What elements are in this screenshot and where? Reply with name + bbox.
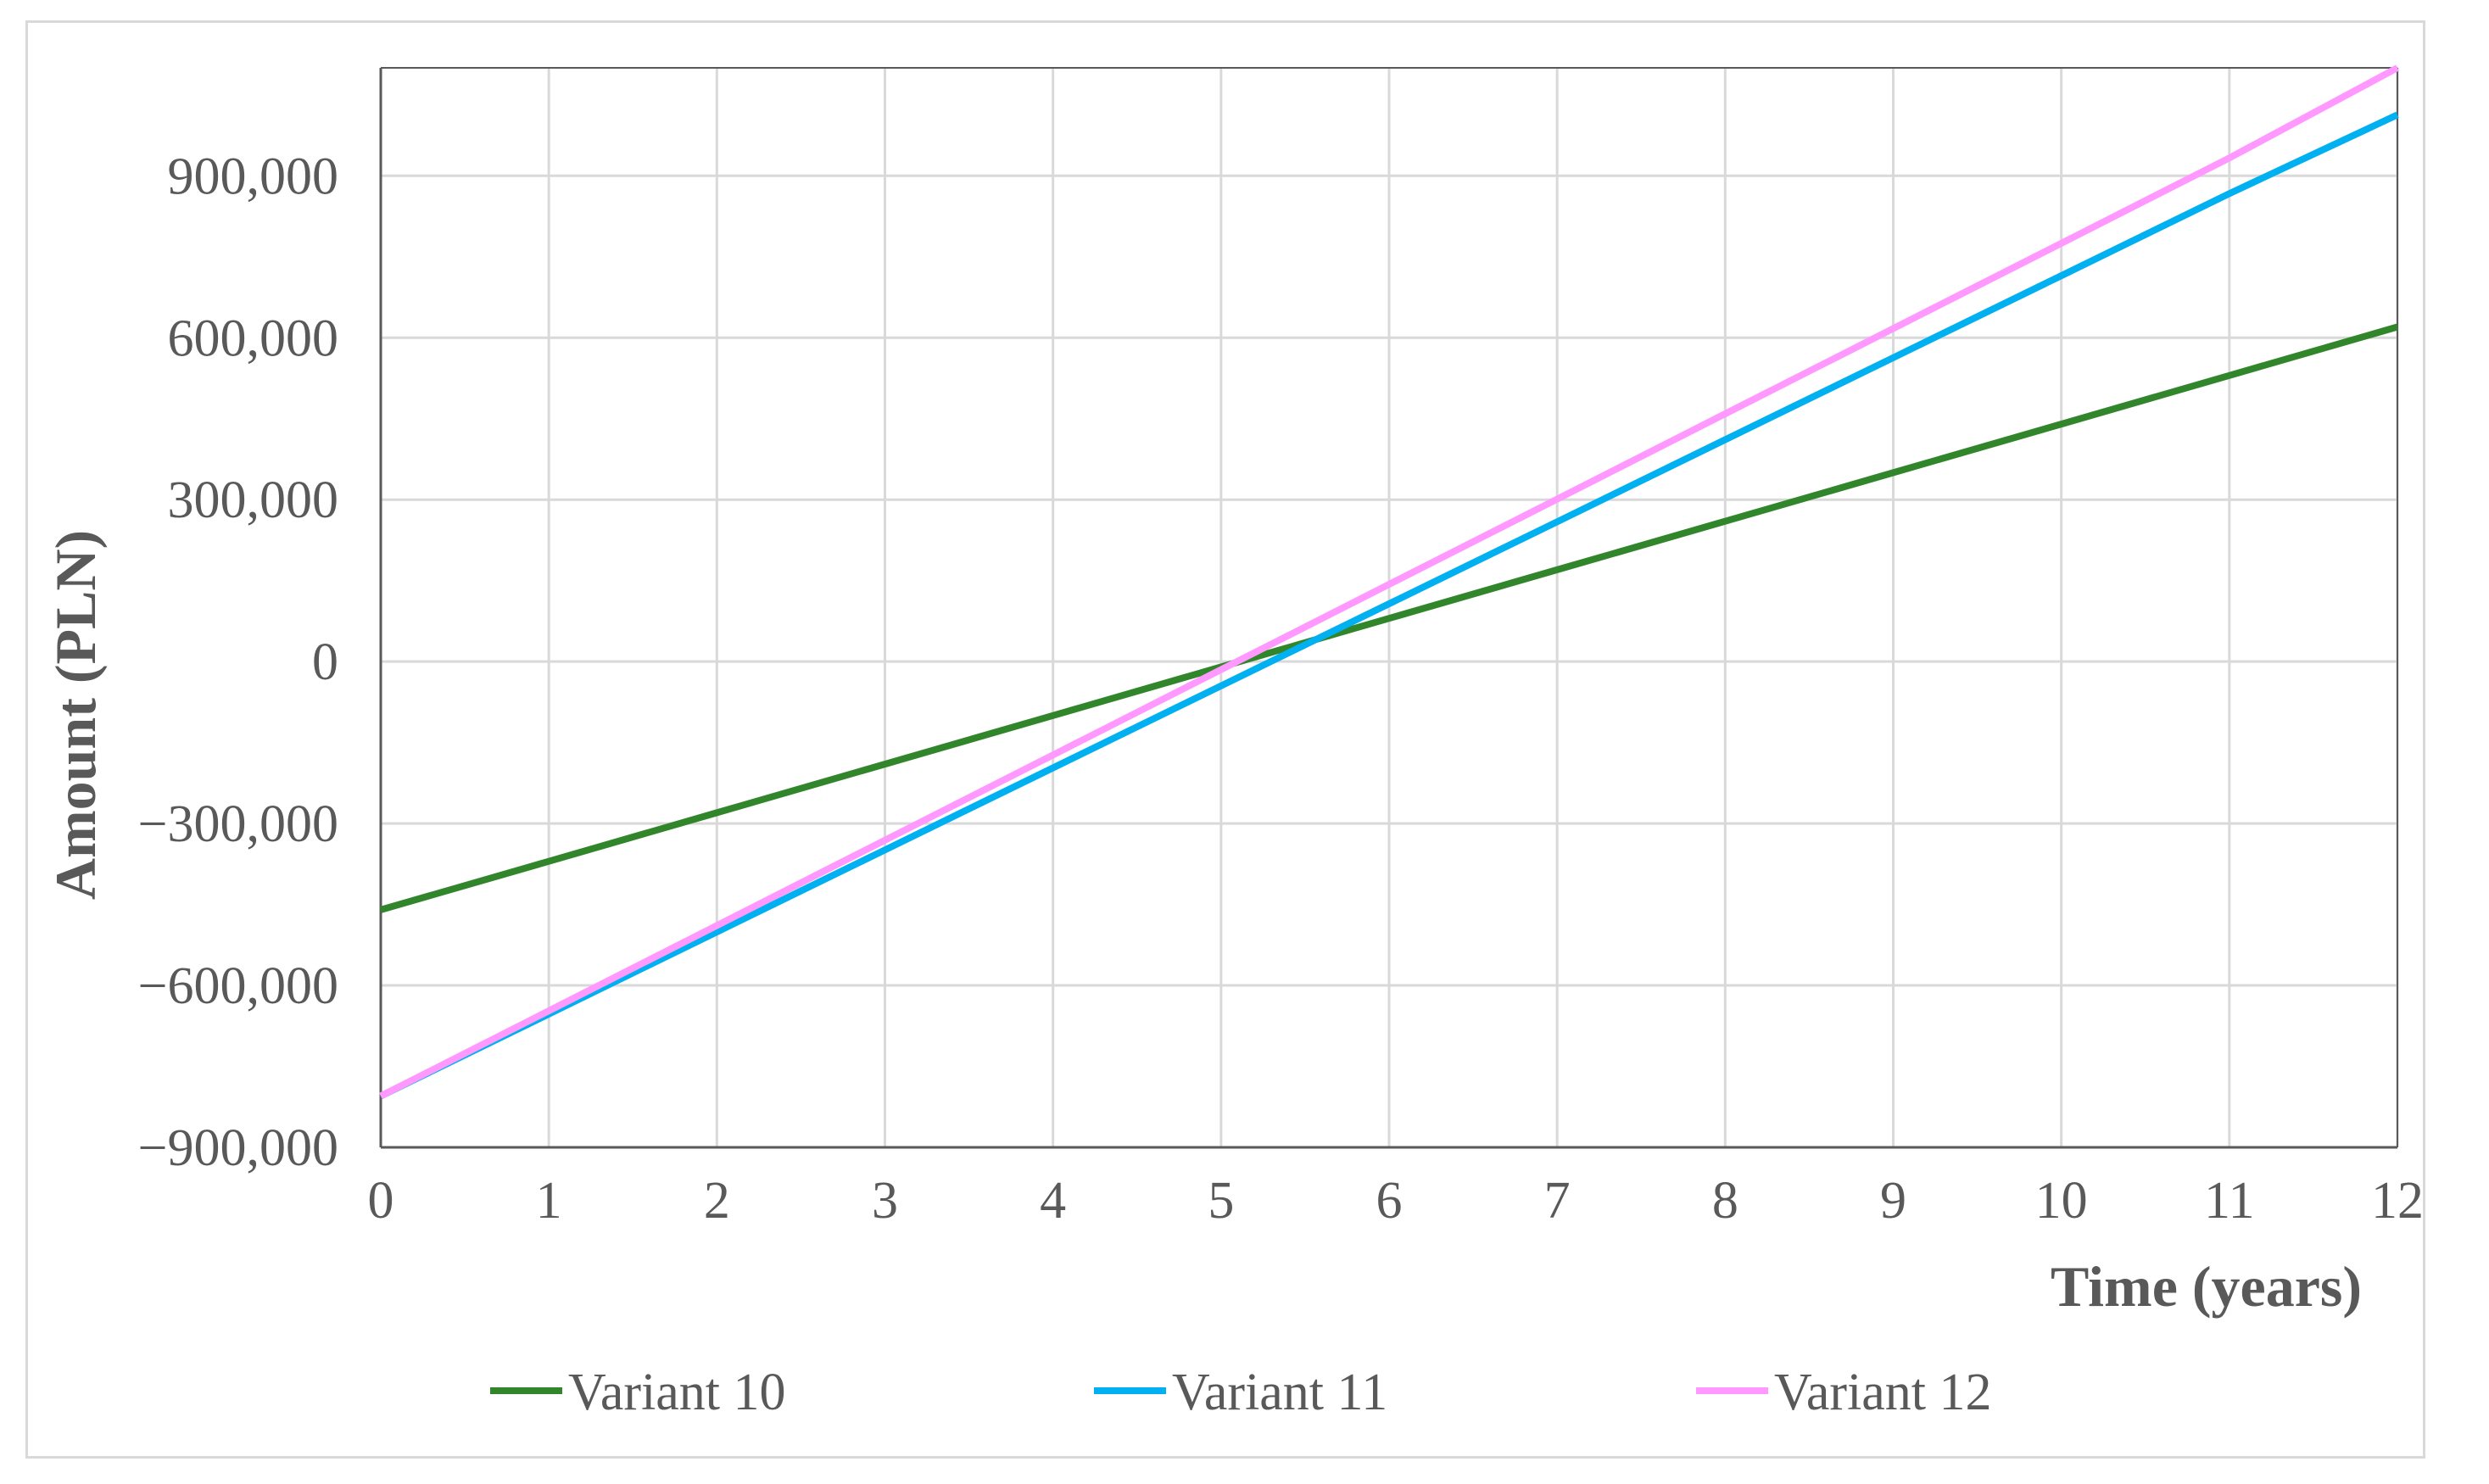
x-tick-label: 4	[1040, 1172, 1066, 1230]
x-tick-label: 5	[1208, 1172, 1234, 1230]
legend: Variant 10 Variant 11 Variant 12	[490, 1364, 1992, 1421]
x-tick-label: 9	[1880, 1172, 1906, 1230]
y-tick-label: 600,000	[168, 310, 339, 367]
x-tick-label: 3	[872, 1172, 898, 1230]
x-axis-title: Time (years)	[2051, 1254, 2362, 1319]
x-tick-label: 12	[2371, 1172, 2424, 1230]
legend-label: Variant 10	[568, 1364, 786, 1421]
x-tick-label: 8	[1712, 1172, 1738, 1230]
y-tick-label: 0	[312, 633, 338, 691]
y-tick-label: 900,000	[168, 148, 339, 205]
y-tick-label: −600,000	[138, 957, 338, 1015]
x-axis-ticks: 0 1 2 3 4 5 6 7 8 9 10 11 12	[368, 1172, 2425, 1230]
y-axis-ticks: −900,000 −600,000 −300,000 0 300,000 600,000 9…	[138, 148, 338, 1177]
legend-label: Variant 11	[1172, 1364, 1387, 1421]
series-line-variant-11	[379, 111, 2399, 1100]
x-tick-label: 2	[704, 1172, 730, 1230]
y-tick-label: 300,000	[168, 471, 339, 529]
series-line-variant-12	[379, 64, 2399, 1100]
plot-area	[379, 67, 2398, 1149]
x-tick-label: 1	[536, 1172, 562, 1230]
x-tick-label: 0	[368, 1172, 394, 1230]
x-tick-label: 6	[1376, 1172, 1403, 1230]
y-tick-label: −300,000	[138, 795, 338, 853]
x-tick-label: 10	[2035, 1172, 2088, 1230]
series-line-variant-10	[379, 323, 2399, 913]
y-axis-title: Amount (PLN)	[43, 530, 108, 900]
series-lines	[379, 64, 2399, 1100]
x-tick-label: 7	[1544, 1172, 1571, 1230]
x-tick-label: 11	[2204, 1172, 2255, 1230]
y-tick-label: −900,000	[138, 1119, 338, 1177]
legend-label: Variant 12	[1774, 1364, 1992, 1421]
